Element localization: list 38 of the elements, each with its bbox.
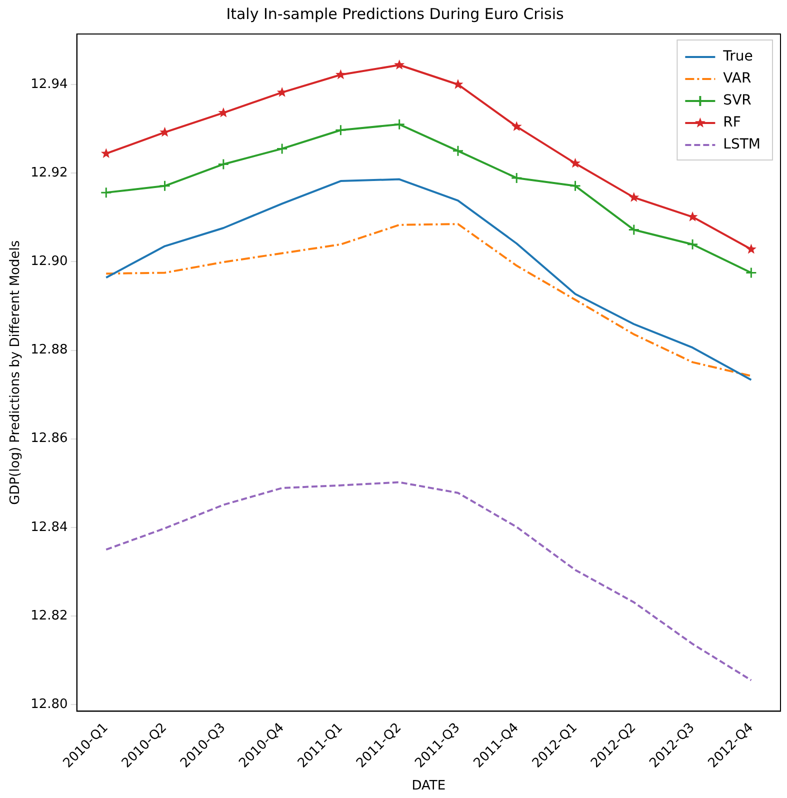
line-series	[105, 481, 752, 682]
y-tick-label: 12.94	[30, 76, 68, 92]
point	[276, 142, 288, 154]
y-tick-label: 12.90	[30, 254, 68, 270]
point	[335, 69, 346, 80]
point	[570, 158, 580, 168]
point	[628, 224, 640, 236]
legend-label: RF	[723, 114, 741, 131]
point	[159, 180, 171, 192]
point	[511, 121, 522, 132]
point	[100, 186, 112, 198]
chart-title: Italy In-sample Predictions During Euro Crisis	[226, 4, 564, 23]
point	[218, 158, 230, 170]
y-axis-title: GDP(log) Predictions by Different Models	[8, 240, 24, 505]
point	[686, 238, 698, 250]
x-axis-title: DATE	[412, 778, 446, 794]
y-tick-label: 12.84	[30, 520, 68, 535]
point	[452, 145, 464, 157]
point	[452, 78, 464, 89]
legend-label: SVR	[723, 92, 752, 109]
point	[745, 266, 757, 278]
point	[510, 172, 522, 184]
y-tick-label: 12.88	[30, 342, 68, 358]
point	[100, 148, 112, 158]
line-series	[105, 223, 752, 377]
legend-label: VAR	[723, 70, 752, 87]
y-tick-label: 12.82	[30, 608, 68, 624]
y-tick-label: 12.92	[30, 165, 68, 180]
y-tick-label: 12.80	[30, 696, 68, 712]
y-tick-label: 12.86	[30, 431, 68, 446]
point	[394, 60, 405, 70]
point	[746, 244, 756, 254]
legend-label: LSTM	[723, 136, 761, 153]
point	[570, 180, 582, 192]
legend-label: True	[722, 48, 753, 65]
point	[394, 118, 406, 130]
point	[334, 124, 346, 136]
point	[628, 192, 640, 202]
